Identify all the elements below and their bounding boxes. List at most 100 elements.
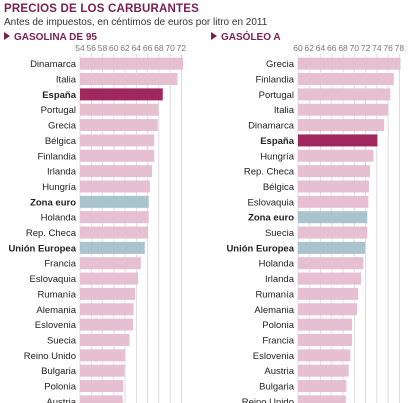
category-label: Grecia — [48, 121, 77, 132]
tick-label: 66 — [143, 43, 153, 53]
category-label: Unión Europea — [8, 243, 76, 254]
category-label: Italia — [274, 105, 295, 116]
tick-label: 72 — [361, 43, 371, 53]
category-label: Bulgaria — [41, 366, 77, 377]
bar-irlanda — [80, 165, 153, 178]
bar-union-europea — [298, 241, 366, 254]
bar-zona-euro — [80, 195, 149, 208]
bar-espana — [80, 88, 163, 101]
bar-rumania — [80, 287, 136, 300]
category-label: Rumanía — [37, 289, 76, 300]
bar-austria — [80, 395, 123, 403]
bar-finlandia — [80, 149, 155, 162]
bar-irlanda — [298, 272, 362, 285]
category-label: España — [260, 136, 295, 147]
bar-dinamarca — [298, 119, 385, 132]
tick-label: 72 — [177, 43, 187, 53]
tick-label: 54 — [75, 43, 85, 53]
tick-label: 64 — [316, 43, 326, 53]
category-label: Hungría — [260, 151, 295, 162]
bar-belgica — [298, 180, 369, 193]
category-label: Italia — [56, 75, 77, 86]
tick-label: 76 — [383, 43, 393, 53]
category-label: Grecia — [266, 59, 295, 70]
tick-label: 60 — [109, 43, 119, 53]
tick-label: 62 — [120, 43, 130, 53]
bar-francia — [80, 257, 141, 270]
bar-hungria — [298, 149, 374, 162]
category-label: Reino Unido — [242, 397, 294, 403]
header-triangle-icon — [211, 32, 217, 40]
tick-label: 70 — [350, 43, 360, 53]
category-label: Francia — [44, 259, 76, 270]
chart-title: GASOLINA DE 95 — [14, 32, 97, 43]
tick-label: 56 — [87, 43, 97, 53]
bar-polonia — [298, 318, 353, 331]
bar-reino-unido — [298, 395, 346, 403]
bar-alemania — [80, 303, 134, 316]
bar-suecia — [298, 226, 368, 239]
category-label: Hungría — [42, 182, 77, 193]
tick-label: 74 — [372, 43, 382, 53]
tick-label: 66 — [327, 43, 337, 53]
category-label: Portugal — [259, 90, 294, 101]
bar-polonia — [80, 380, 124, 393]
tick-label: 78 — [395, 43, 405, 53]
bar-eslovenia — [80, 318, 133, 331]
bar-dinamarca — [80, 57, 184, 70]
category-label: Eslovaquia — [30, 274, 77, 285]
category-label: Bélgica — [263, 182, 295, 193]
category-label: España — [42, 90, 77, 101]
bar-union-europea — [80, 241, 145, 254]
bar-espana — [298, 134, 378, 147]
category-label: Francia — [262, 335, 294, 346]
tick-label: 64 — [132, 43, 142, 53]
page-subtitle: Antes de impuestos, en céntimos de euros… — [4, 17, 268, 28]
tick-label: 62 — [305, 43, 315, 53]
category-label: Irlanda — [265, 274, 295, 285]
tick-label: 68 — [154, 43, 164, 53]
tick-label: 70 — [165, 43, 175, 53]
category-label: Holanda — [41, 213, 77, 224]
category-label: Portugal — [41, 105, 76, 116]
category-label: Bulgaria — [259, 382, 295, 393]
category-label: Eslovaquia — [248, 197, 295, 208]
bar-eslovaquia — [80, 272, 139, 285]
category-label: Eslovenia — [35, 320, 77, 331]
diesel-chart: GASÓLEO A 60 62 64 66 68 70 72 74 76 78 Grecia Finla… — [211, 30, 405, 403]
header-triangle-icon — [4, 32, 10, 40]
bar-italia — [298, 103, 389, 116]
bar-eslovenia — [298, 349, 351, 362]
bar-bulgaria — [298, 380, 347, 393]
bar-italia — [80, 73, 178, 86]
bar-alemania — [298, 303, 358, 316]
category-label: Unión Europea — [226, 243, 294, 254]
bar-belgica — [80, 134, 155, 147]
category-label: Dinamarca — [30, 59, 77, 70]
bar-portugal — [298, 88, 391, 101]
bar-austria — [298, 364, 349, 377]
category-label: Dinamarca — [248, 121, 295, 132]
category-label: Alemania — [254, 305, 294, 316]
bar-rep-checa — [298, 165, 371, 178]
category-label: Zona euro — [248, 213, 294, 224]
category-label: Reino Unido — [24, 351, 76, 362]
category-label: Austria — [264, 366, 294, 377]
bar-reino-unido — [80, 349, 126, 362]
bar-suecia — [80, 333, 130, 346]
category-label: Finlandia — [255, 75, 294, 86]
category-label: Zona euro — [30, 197, 76, 208]
category-label: Holanda — [259, 259, 295, 270]
category-label: Eslovenia — [253, 351, 295, 362]
category-label: Finlandia — [37, 151, 76, 162]
category-label: Austria — [46, 397, 76, 403]
category-label: Rep. Checa — [244, 167, 295, 178]
category-label: Alemania — [36, 305, 76, 316]
tick-label: 68 — [338, 43, 348, 53]
chart-title: GASÓLEO A — [221, 30, 281, 43]
bar-hungria — [80, 180, 150, 193]
category-label: Irlanda — [47, 167, 77, 178]
page-title: PRECIOS DE LOS CARBURANTES — [4, 3, 199, 15]
category-label: Polonia — [262, 320, 294, 331]
